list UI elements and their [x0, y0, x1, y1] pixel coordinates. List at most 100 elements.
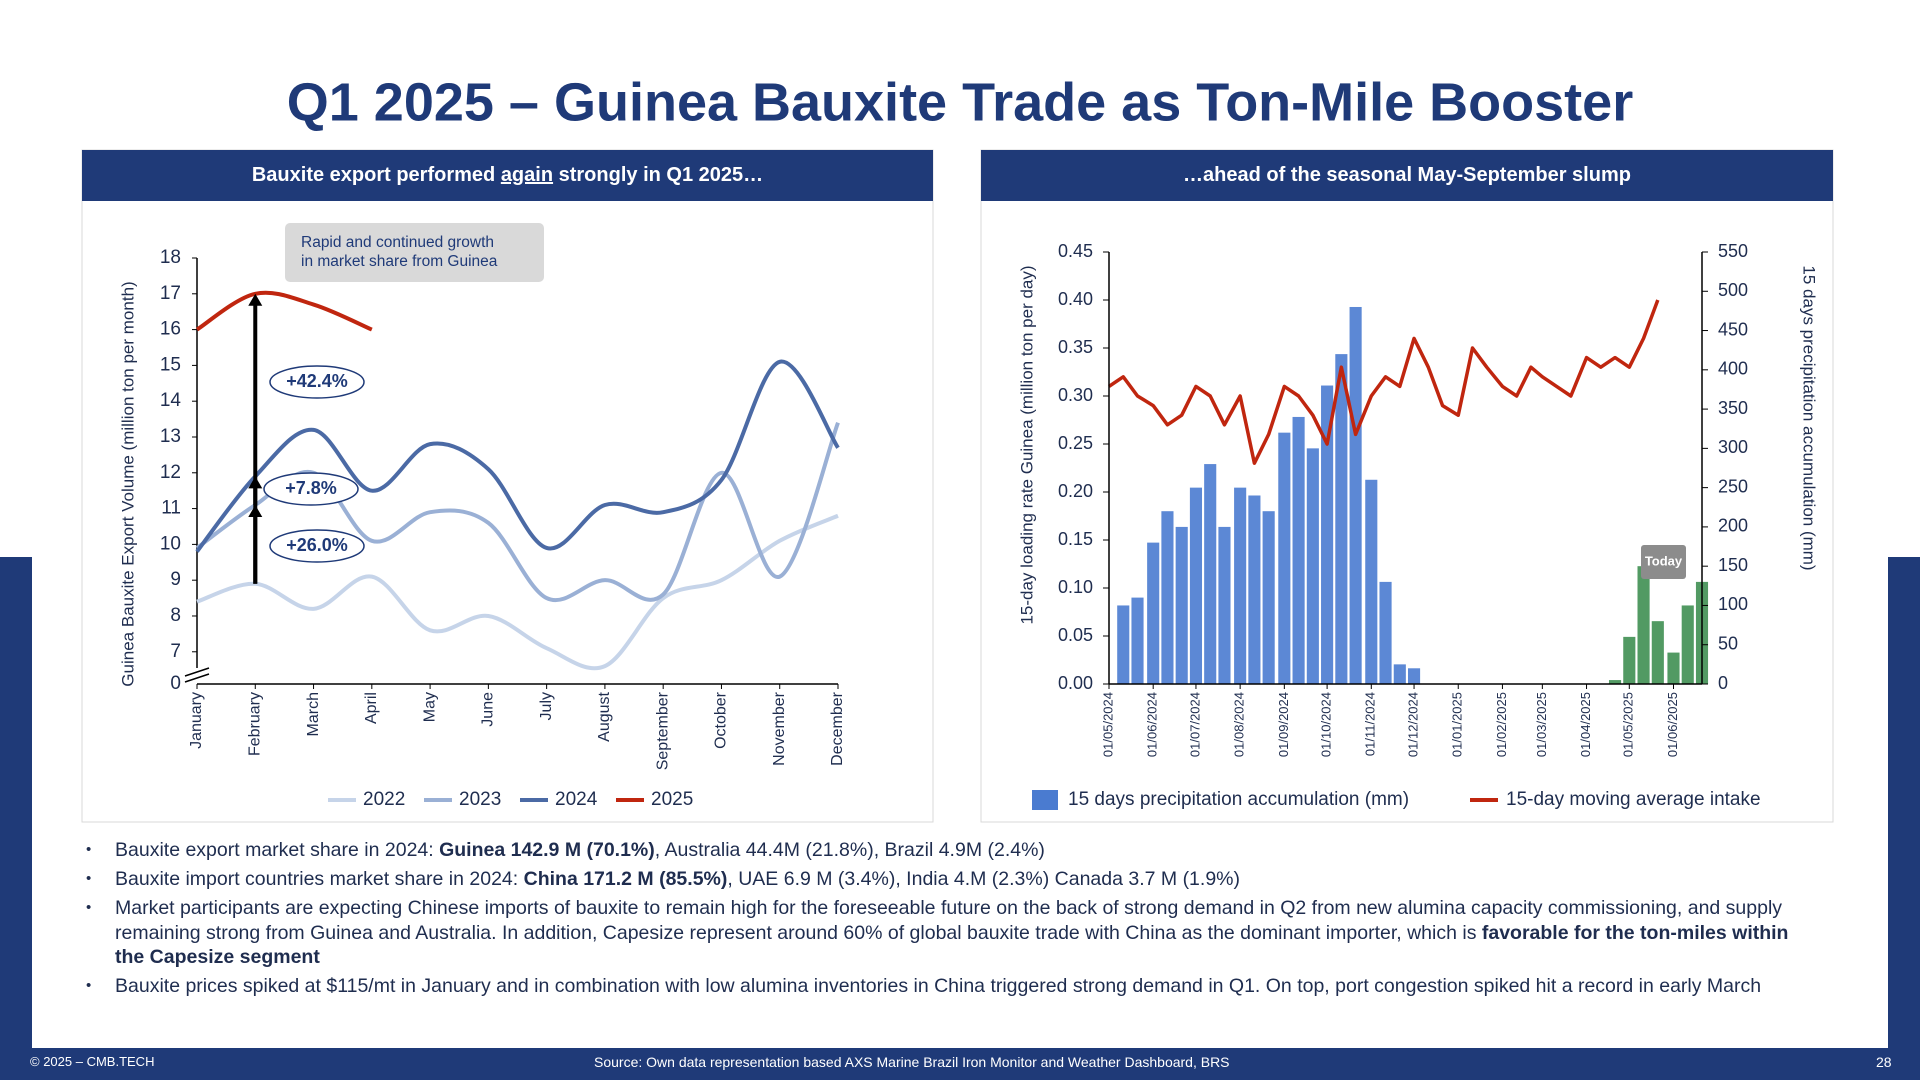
bar: [1131, 597, 1144, 684]
x-tick-label: 01/10/2024: [1319, 692, 1334, 757]
bar: [1204, 464, 1217, 684]
bar: [1681, 605, 1694, 684]
y-tick-label: 0.15: [1058, 529, 1093, 549]
arrow-head: [248, 293, 263, 306]
series-line: [195, 290, 373, 332]
bar: [1608, 680, 1622, 684]
bar: [1651, 621, 1664, 684]
x-tick-label: May: [421, 692, 438, 722]
note-text: Rapid and continued growth: [301, 234, 494, 251]
series-line: [195, 359, 840, 553]
page-number: 28: [1876, 1054, 1892, 1070]
text-segment: , UAE 6.9 M (3.4%), India 4.M (2.3%) Can…: [727, 868, 1241, 890]
y2-tick-label: 100: [1718, 594, 1748, 614]
y-tick-label: 0: [170, 673, 181, 694]
y-axis-title: 15-day loading rate Guinea (million ton …: [1017, 265, 1036, 624]
y-tick-label: 0.05: [1058, 625, 1093, 645]
y-tick-label: 0.25: [1058, 433, 1093, 453]
y2-tick-label: 550: [1718, 241, 1748, 261]
y2-tick-label: 250: [1718, 476, 1748, 496]
text-segment: Market participants are expecting Chines…: [115, 897, 1783, 944]
y2-tick-label: 450: [1718, 319, 1748, 339]
bar: [1161, 511, 1174, 684]
note-text: in market share from Guinea: [301, 253, 498, 270]
slide-title: Q1 2025 – Guinea Bauxite Trade as Ton-Mi…: [287, 72, 1633, 132]
bar: [1234, 487, 1247, 684]
text-segment: Bauxite prices spiked at $115/mt in Janu…: [115, 975, 1762, 997]
series-line: [1108, 299, 1660, 465]
y-tick-label: 18: [160, 247, 181, 268]
annotation: +42.4%: [286, 371, 348, 391]
source: Source: Own data representation based AX…: [594, 1054, 1230, 1070]
text-segment: Bauxite export performed: [251, 164, 501, 186]
y-tick-label: 0.30: [1058, 385, 1093, 405]
x-tick-label: 01/03/2025: [1534, 692, 1549, 757]
x-tick-label: 01/06/2024: [1145, 692, 1160, 757]
x-tick-label: 01/05/2025: [1621, 692, 1636, 757]
x-tick-label: July: [538, 692, 555, 720]
copyright: © 2025 – CMB.TECH: [30, 1054, 155, 1069]
annotation-box: [1641, 545, 1686, 579]
y2-tick-label: 350: [1718, 398, 1748, 418]
x-tick-label: September: [654, 691, 671, 770]
arrow-head: [248, 476, 263, 489]
y2-tick-label: 500: [1718, 280, 1748, 300]
bar: [1292, 416, 1305, 684]
legend-label: 15 days precipitation accumulation (mm): [1068, 789, 1409, 810]
bar: [1349, 306, 1362, 684]
y2-tick-label: 200: [1718, 516, 1748, 536]
y-tick-label: 0.00: [1058, 673, 1093, 693]
bar: [1365, 479, 1378, 684]
legend-label: 15-day moving average intake: [1506, 789, 1761, 810]
y-axis-title: Guinea Bauxite Export Volume (million to…: [118, 281, 137, 686]
x-tick-label: April: [363, 692, 380, 724]
y2-tick-label: 150: [1718, 555, 1748, 575]
x-tick-label: 01/08/2024: [1232, 692, 1247, 757]
bar: [1379, 581, 1392, 684]
x-tick-label: 01/01/2025: [1450, 692, 1465, 757]
bar: [1321, 385, 1334, 684]
annotation-bubble: [269, 365, 365, 399]
bar: [1335, 354, 1348, 684]
y-tick-label: 17: [160, 283, 181, 304]
y-tick-label: 15: [160, 354, 181, 375]
x-tick-label: December: [829, 691, 846, 765]
y-tick-label: 9: [170, 569, 181, 590]
y-tick-label: 13: [160, 426, 181, 447]
bar: [1637, 566, 1650, 684]
x-tick-label: June: [480, 692, 497, 727]
note-box: [285, 223, 544, 282]
x-tick-label: February: [246, 692, 263, 756]
text-segment: Bauxite export market share in 2024:: [115, 839, 440, 861]
text-segment: Bauxite import countries market share in…: [115, 868, 524, 890]
bar: [1147, 542, 1160, 684]
text-segment: , Australia 44.4M (21.8%), Brazil 4.9M (…: [654, 839, 1045, 861]
annotation-bubble: [263, 472, 359, 506]
y-tick-label: 14: [160, 390, 182, 411]
text-segment: Guinea 142.9 M (70.1%): [439, 839, 655, 861]
legend-label: 2023: [459, 789, 501, 810]
y-tick-label: 0.45: [1058, 241, 1093, 261]
y-tick-label: 7: [170, 641, 181, 662]
y-tick-label: 8: [170, 605, 181, 626]
bar: [1248, 495, 1261, 684]
text-segment: again: [500, 164, 554, 186]
y-tick-label: 16: [160, 319, 181, 340]
x-tick-label: 01/09/2024: [1276, 692, 1291, 757]
bar: [1407, 668, 1421, 684]
panel-header: …ahead of the seasonal May-September slu…: [981, 150, 1833, 201]
bullet: Market participants are expecting Chines…: [86, 896, 1816, 970]
y2-tick-label: 400: [1718, 359, 1748, 379]
arrow-head: [248, 505, 263, 518]
bar: [1117, 605, 1130, 684]
bullet: Bauxite import countries market share in…: [86, 867, 1816, 892]
bullet: Bauxite export market share in 2024: Gui…: [86, 838, 1816, 863]
bar: [1262, 511, 1275, 684]
series-line: [196, 513, 839, 671]
text-segment: strongly in Q1 2025…: [553, 164, 764, 186]
legend-label: 2022: [363, 789, 405, 810]
annotation-bubble: [269, 529, 365, 563]
